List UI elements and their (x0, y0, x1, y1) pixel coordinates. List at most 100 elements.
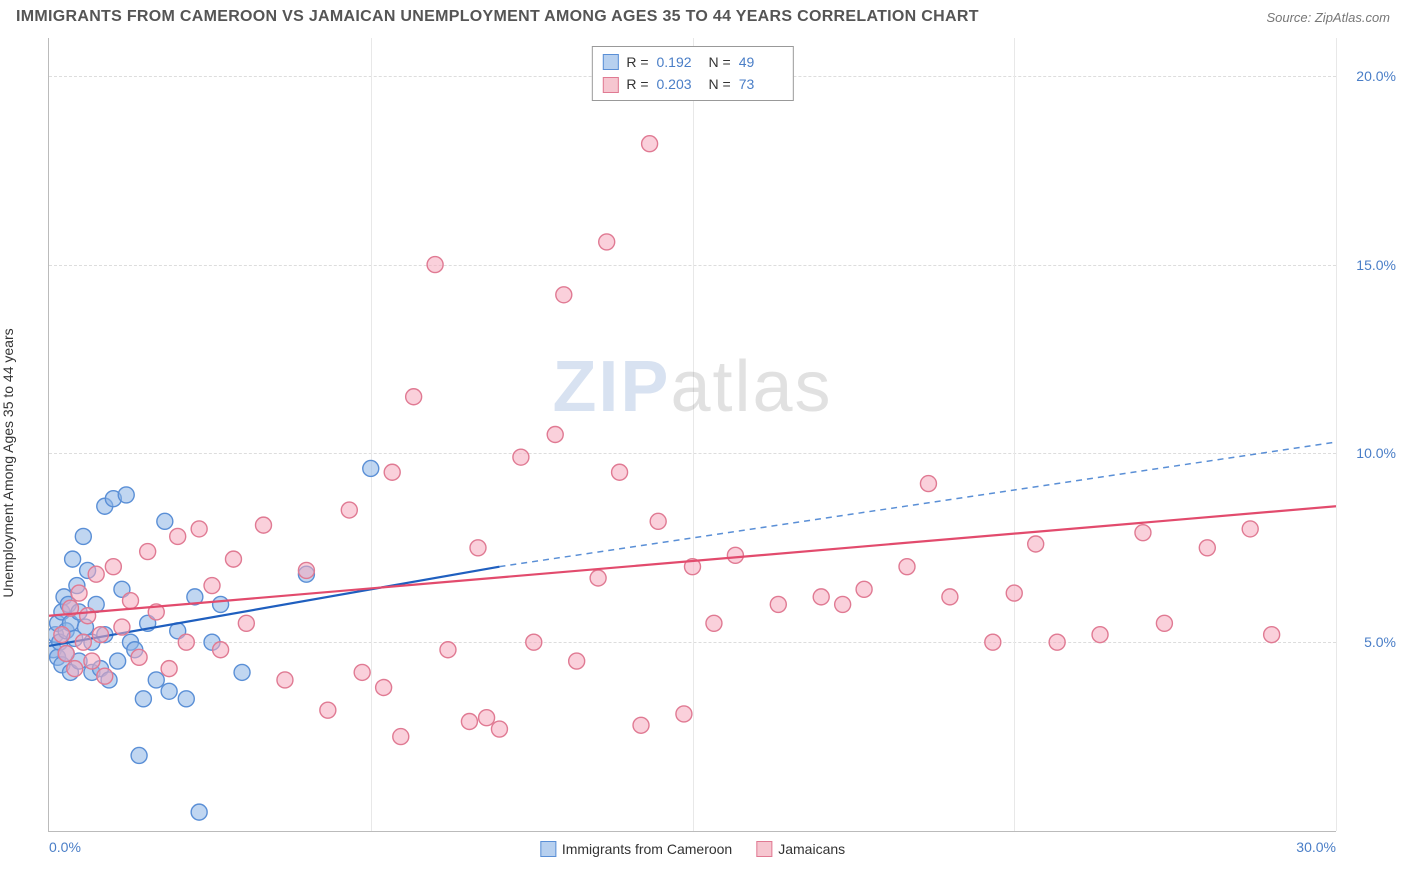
data-point (599, 234, 615, 250)
data-point (204, 578, 220, 594)
legend-item: Jamaicans (756, 841, 845, 857)
data-point (80, 608, 96, 624)
r-label: R = (626, 73, 648, 95)
legend-row: R = 0.192 N = 49 (602, 51, 782, 73)
data-point (526, 634, 542, 650)
data-point (384, 464, 400, 480)
data-point (547, 427, 563, 443)
data-point (131, 747, 147, 763)
data-point (1006, 585, 1022, 601)
n-label: N = (709, 73, 731, 95)
data-point (75, 634, 91, 650)
data-point (298, 562, 314, 578)
data-point (1156, 615, 1172, 631)
y-tick-label: 20.0% (1356, 68, 1396, 84)
source-label: Source: ZipAtlas.com (1266, 10, 1390, 25)
data-point (985, 634, 1001, 650)
data-point (213, 642, 229, 658)
data-point (341, 502, 357, 518)
data-point (1135, 525, 1151, 541)
data-point (376, 680, 392, 696)
data-point (105, 559, 121, 575)
data-point (140, 544, 156, 560)
data-point (427, 257, 443, 273)
y-tick-label: 5.0% (1364, 634, 1396, 650)
data-point (406, 389, 422, 405)
data-point (393, 729, 409, 745)
data-point (67, 661, 83, 677)
y-axis-label: Unemployment Among Ages 35 to 44 years (0, 328, 16, 597)
data-point (97, 668, 113, 684)
swatch-icon (540, 841, 556, 857)
data-point (148, 672, 164, 688)
n-value: 73 (739, 73, 783, 95)
r-label: R = (626, 51, 648, 73)
data-point (256, 517, 272, 533)
data-point (238, 615, 254, 631)
data-point (178, 634, 194, 650)
data-point (1092, 627, 1108, 643)
data-point (835, 596, 851, 612)
data-point (88, 566, 104, 582)
scatter-svg (49, 38, 1336, 831)
trend-line (49, 567, 499, 646)
data-point (54, 627, 70, 643)
y-tick-label: 10.0% (1356, 445, 1396, 461)
data-point (191, 521, 207, 537)
n-value: 49 (739, 51, 783, 73)
data-point (58, 646, 74, 662)
legend-series: Immigrants from Cameroon Jamaicans (540, 841, 845, 857)
r-value: 0.192 (657, 51, 701, 73)
data-point (590, 570, 606, 586)
data-point (479, 710, 495, 726)
data-point (161, 683, 177, 699)
plot-area: ZIPatlas R = 0.192 N = 49 R = 0.203 N = … (48, 38, 1336, 832)
data-point (234, 664, 250, 680)
data-point (320, 702, 336, 718)
data-point (942, 589, 958, 605)
data-point (813, 589, 829, 605)
data-point (1199, 540, 1215, 556)
data-point (676, 706, 692, 722)
data-point (118, 487, 134, 503)
data-point (191, 804, 207, 820)
legend-label: Jamaicans (778, 841, 845, 857)
legend-item: Immigrants from Cameroon (540, 841, 732, 857)
data-point (633, 717, 649, 733)
data-point (569, 653, 585, 669)
data-point (225, 551, 241, 567)
data-point (354, 664, 370, 680)
data-point (131, 649, 147, 665)
data-point (856, 581, 872, 597)
data-point (178, 691, 194, 707)
x-tick-label: 30.0% (1296, 839, 1336, 855)
data-point (75, 528, 91, 544)
data-point (65, 551, 81, 567)
data-point (650, 513, 666, 529)
data-point (513, 449, 529, 465)
swatch-icon (602, 54, 618, 70)
data-point (770, 596, 786, 612)
x-tick-label: 0.0% (49, 839, 81, 855)
data-point (899, 559, 915, 575)
data-point (920, 476, 936, 492)
data-point (84, 653, 100, 669)
legend-correlation: R = 0.192 N = 49 R = 0.203 N = 73 (591, 46, 793, 101)
data-point (556, 287, 572, 303)
data-point (110, 653, 126, 669)
data-point (1028, 536, 1044, 552)
trend-line (49, 506, 1336, 616)
data-point (161, 661, 177, 677)
data-point (135, 691, 151, 707)
r-value: 0.203 (657, 73, 701, 95)
legend-label: Immigrants from Cameroon (562, 841, 732, 857)
data-point (1242, 521, 1258, 537)
data-point (92, 627, 108, 643)
data-point (470, 540, 486, 556)
data-point (642, 136, 658, 152)
y-tick-label: 15.0% (1356, 257, 1396, 273)
data-point (612, 464, 628, 480)
data-point (491, 721, 507, 737)
data-point (461, 713, 477, 729)
n-label: N = (709, 51, 731, 73)
